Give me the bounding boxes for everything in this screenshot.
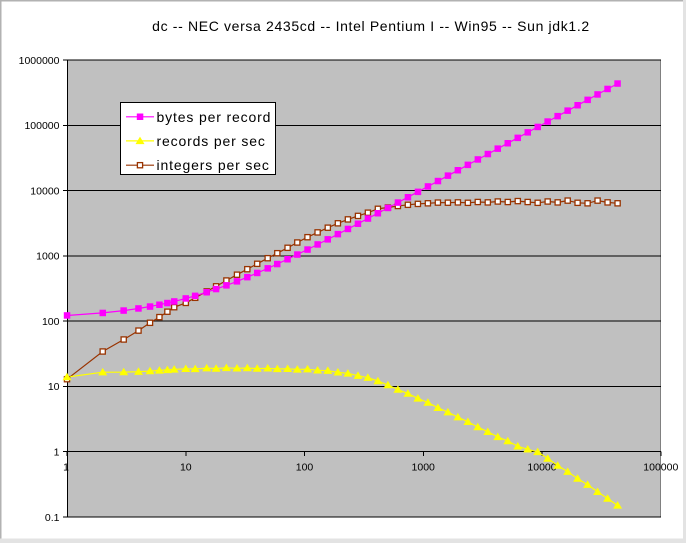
svg-text:10: 10 [48, 381, 60, 393]
svg-text:100000: 100000 [24, 120, 59, 132]
svg-text:1000000: 1000000 [19, 55, 60, 67]
svg-text:10: 10 [180, 462, 192, 474]
svg-text:bytes per record: bytes per record [157, 109, 272, 125]
svg-text:10000: 10000 [527, 462, 556, 474]
svg-text:10000: 10000 [30, 185, 59, 197]
svg-text:integers per sec: integers per sec [157, 157, 270, 173]
svg-text:1: 1 [63, 462, 69, 474]
svg-text:100: 100 [296, 462, 314, 474]
svg-text:dc -- NEC versa 2435cd -- Inte: dc -- NEC versa 2435cd -- Intel Pentium … [152, 18, 590, 34]
svg-text:100: 100 [42, 316, 60, 328]
svg-text:100000: 100000 [643, 462, 678, 474]
svg-text:1: 1 [54, 447, 60, 459]
svg-text:0.1: 0.1 [45, 512, 60, 524]
svg-text:1000: 1000 [36, 251, 60, 263]
svg-text:1000: 1000 [412, 462, 436, 474]
svg-text:records per sec: records per sec [157, 133, 266, 149]
